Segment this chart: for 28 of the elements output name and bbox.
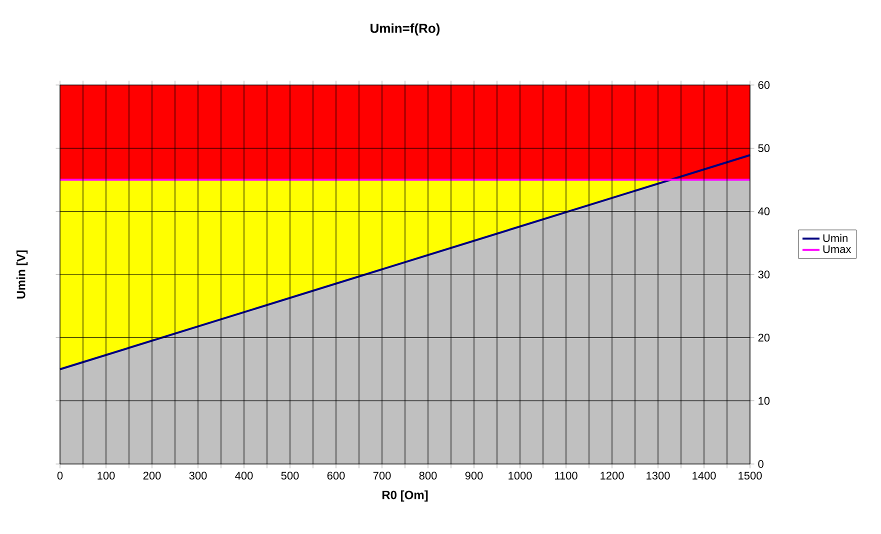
x-tick-label: 800 xyxy=(419,472,437,480)
y-tick-label: 30 xyxy=(758,270,770,278)
x-tick-label: 700 xyxy=(373,472,391,480)
x-tick-label: 900 xyxy=(465,472,483,480)
y-tick-label: 60 xyxy=(758,81,770,89)
x-tick-label: 1400 xyxy=(692,472,716,480)
x-tick-label: 500 xyxy=(281,472,299,480)
legend-label: Umax xyxy=(823,245,852,254)
x-tick-label: 1000 xyxy=(508,472,532,480)
y-tick-label: 10 xyxy=(758,396,770,405)
y-tick-label: 50 xyxy=(758,144,770,152)
x-tick-label: 1500 xyxy=(738,472,762,480)
x-tick-label: 0 xyxy=(57,472,63,480)
x-axis-title: R0 [Om] xyxy=(382,490,428,502)
y-tick-label: 0 xyxy=(758,460,764,468)
x-tick-label: 300 xyxy=(189,472,207,480)
x-tick-label: 200 xyxy=(143,472,161,480)
y-tick-label: 40 xyxy=(758,207,770,216)
y-axis-title: Umin [V] xyxy=(16,250,28,298)
legend-label: Umin xyxy=(823,234,848,242)
x-tick-label: 400 xyxy=(235,472,253,480)
y-tick-label: 20 xyxy=(758,334,770,342)
x-tick-label: 1100 xyxy=(555,472,578,480)
x-tick-label: 600 xyxy=(327,472,345,480)
x-tick-label: 1200 xyxy=(600,472,624,480)
x-tick-label: 1300 xyxy=(646,472,670,480)
chart-title: Umin=f(Ro) xyxy=(370,23,440,36)
x-tick-label: 100 xyxy=(98,472,115,480)
